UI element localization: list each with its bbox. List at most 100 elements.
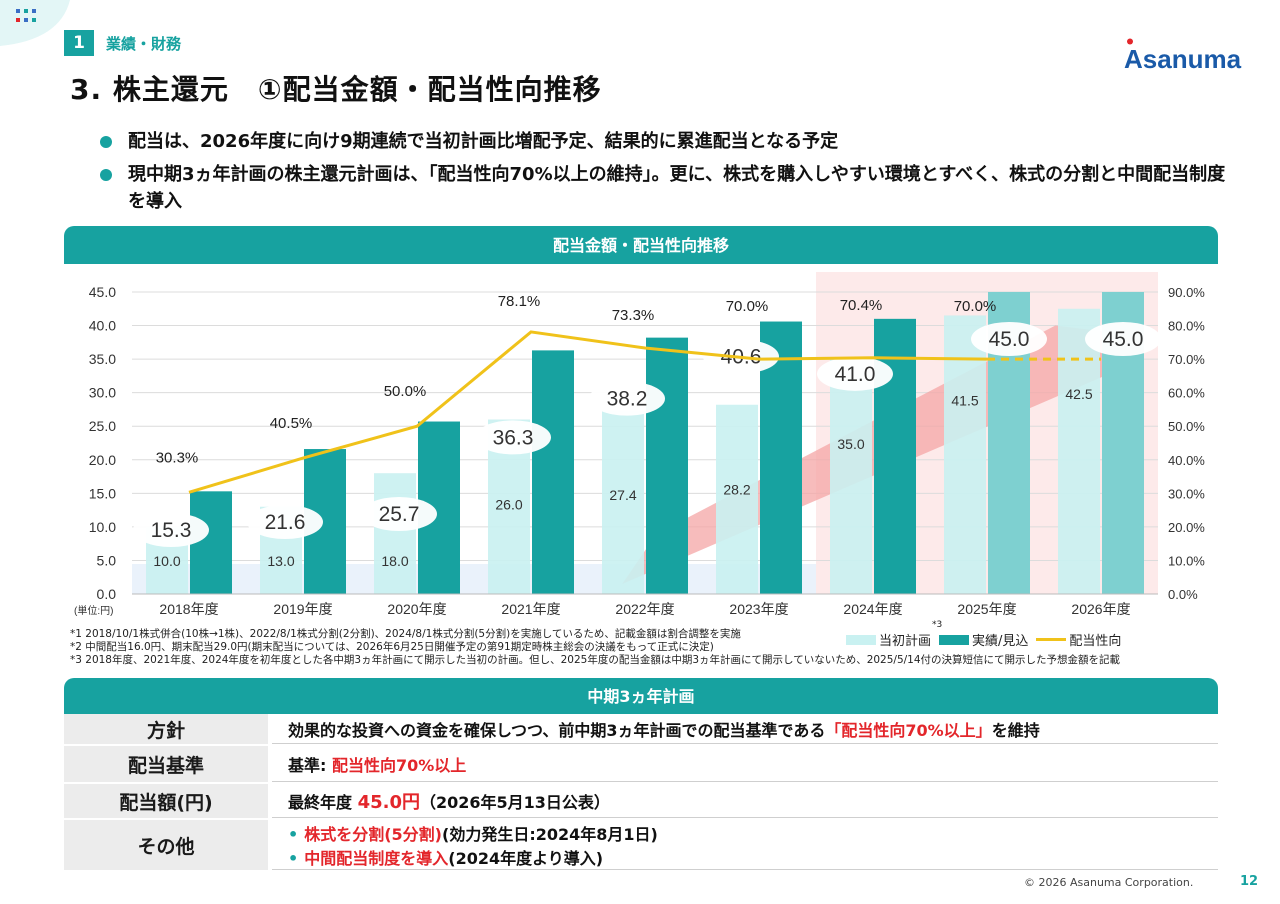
plan-data-label: 27.4 <box>609 487 636 503</box>
section-label: 業績・財務 <box>106 35 182 53</box>
plan-bar <box>1058 308 1100 594</box>
x-tick-label: 2023年度 <box>729 601 788 617</box>
plan-data-label: 13.0 <box>267 553 294 569</box>
x-tick-label: 2025年度 <box>957 601 1016 617</box>
legend-item-payout: 配当性向 <box>1036 630 1121 649</box>
plan-data-label: 10.0 <box>153 553 180 569</box>
bullet-dot-icon <box>100 136 112 148</box>
payout-data-label: 70.0% <box>954 298 997 315</box>
plan-row-other: その他 • 株式を分割(5分割)(効力発生日:2024年8月1日) • 中間配当制度… <box>64 820 1218 872</box>
y-left-tick: 15.0 <box>89 485 116 501</box>
footnote: *1 2018/10/1株式併合(10株→1株)、2022/8/1株式分割(2分… <box>70 628 741 640</box>
plan-data-label: 28.2 <box>723 482 750 498</box>
value-bubble <box>589 381 665 416</box>
plan-data-label: 18.0 <box>381 553 408 569</box>
page-number: 12 <box>1240 874 1259 889</box>
x-tick-label: 2026年度 <box>1071 601 1130 617</box>
base-band <box>132 564 816 594</box>
list-item: • 中間配当制度を導入(2024年度より導入) <box>288 848 604 868</box>
legend-swatch <box>846 634 876 645</box>
actual-bar <box>190 491 232 594</box>
plan-data-label: 35.0 <box>837 436 864 452</box>
plan-header: 中期3ヵ年計画 <box>64 678 1218 714</box>
plan-key: 方針 <box>64 714 268 744</box>
y-right-tick: 40.0% <box>1168 453 1205 468</box>
plan-key: 配当額(円) <box>64 784 268 818</box>
svg-text:Asanuma: Asanuma <box>1124 44 1242 72</box>
footnotes: *1 2018/10/1株式併合(10株→1株)、2022/8/1株式分割(2分… <box>70 628 1220 667</box>
plan-bar <box>602 410 644 594</box>
plan-row-amount: 配当額(円) 最終年度 45.0円（2026年5月13日公表） <box>64 784 1218 820</box>
actual-data-label: 15.3 <box>151 519 192 542</box>
legend-swatch <box>939 634 970 645</box>
actual-bar <box>646 337 688 594</box>
plan-data-label: 42.5 <box>1065 386 1092 402</box>
summary-bullets: 配当は、2026年度に向け9期連続で当初計画比増配予定、結果的に累進配当となる予… <box>98 128 1238 221</box>
y-right-tick: 60.0% <box>1168 386 1205 401</box>
plan-value: 効果的な投資への資金を確保しつつ、前中期3ヵ年計画での配当基準である「配当性向7… <box>272 714 1218 744</box>
page-title: 3. 株主還元 ①配当金額・配当性向推移 <box>70 73 602 106</box>
y-right-tick: 10.0% <box>1168 553 1205 568</box>
x-tick-label: 2018年度 <box>159 601 218 617</box>
actual-bar <box>874 318 916 594</box>
plan-data-label: 26.0 <box>495 497 522 513</box>
y-left-tick: 30.0 <box>89 385 116 401</box>
y-right-tick: 50.0% <box>1168 419 1205 434</box>
payout-data-label: 30.3% <box>156 449 199 466</box>
y-left-tick: 0.0 <box>97 586 117 602</box>
footnote: *3 2018年度、2021年度、2024年度を初年度とした各中期3ヵ年計画にて… <box>70 654 1121 666</box>
actual-data-label: 25.7 <box>379 503 420 526</box>
x-tick-label: 2019年度 <box>273 601 332 617</box>
y-right-tick: 20.0% <box>1168 520 1205 535</box>
y-left-tick: 40.0 <box>89 318 116 334</box>
payout-data-label: 50.0% <box>384 383 427 400</box>
plan-bar <box>944 315 986 594</box>
y-right-tick: 80.0% <box>1168 319 1205 334</box>
payout-data-label: 70.4% <box>840 297 883 314</box>
x-tick-label: 2024年度 <box>843 601 902 617</box>
actual-data-label: 45.0 <box>989 328 1030 351</box>
y-right-tick: 30.0% <box>1168 486 1205 501</box>
actual-data-label: 41.0 <box>835 363 876 386</box>
legend-item-plan: 当初計画 *3 <box>846 620 942 649</box>
value-bubble <box>1085 322 1161 356</box>
x-tick-label: 2021年度 <box>501 601 560 617</box>
plan-key: その他 <box>64 820 268 870</box>
y-left-tick: 10.0 <box>89 519 116 535</box>
value-bubble <box>971 322 1047 356</box>
y-right-tick: 70.0% <box>1168 352 1205 367</box>
legend-superscript: *3 <box>932 620 943 630</box>
x-tick-label: 2022年度 <box>615 601 674 617</box>
actual-data-label: 38.2 <box>607 388 648 411</box>
payout-line <box>188 330 988 494</box>
plan-value: 基準: 配当性向70%以上 <box>272 746 1218 782</box>
value-bubble <box>247 505 323 539</box>
y-left-tick: 20.0 <box>89 452 116 468</box>
actual-data-label: 36.3 <box>493 426 534 449</box>
actual-data-label: 21.6 <box>265 511 306 534</box>
y-left-tick: 25.0 <box>89 418 116 434</box>
y-left-tick: 5.0 <box>97 552 117 568</box>
plan-value: • 株式を分割(5分割)(効力発生日:2024年8月1日) • 中間配当制度を導入(… <box>272 820 1218 870</box>
plan-key: 配当基準 <box>64 746 268 782</box>
bullet-dot-icon <box>100 169 112 181</box>
y-right-tick: 90.0% <box>1168 285 1205 300</box>
value-bubble <box>361 497 437 531</box>
actual-bar <box>532 350 574 594</box>
legend-label: 実績/見込 <box>972 634 1029 649</box>
dividend-chart: 0.0 5.0 10.0 15.0 20.0 25.0 30.0 35.0 40.0 45.0 0.… <box>64 264 1218 628</box>
payout-data-label: 70.0% <box>726 298 769 315</box>
plan-data-label: 41.5 <box>951 392 978 408</box>
plan-bar <box>374 473 416 594</box>
actual-data-label: 45.0 <box>1103 328 1144 351</box>
company-logo: Asanuma <box>1124 38 1242 72</box>
y-left-tick: 45.0 <box>89 284 116 300</box>
section-number: 1 <box>64 30 94 56</box>
corner-decoration <box>0 0 70 46</box>
chart-header: 配当金額・配当性向推移 <box>64 226 1218 264</box>
payout-data-label: 40.5% <box>270 415 313 432</box>
summary-bullet: 現中期3ヵ年計画の株主還元計画は、「配当性向70%以上の維持」。更に、株式を購入… <box>98 161 1238 215</box>
y-right-tick: 0.0% <box>1168 587 1198 602</box>
plan-bar <box>830 359 872 594</box>
payout-data-label: 73.3% <box>612 307 655 324</box>
